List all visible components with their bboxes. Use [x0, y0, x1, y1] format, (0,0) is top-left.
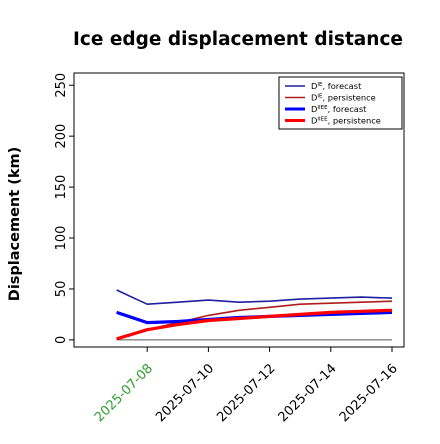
x-tick-label: 2025-07-14: [276, 361, 340, 425]
x-tick-label: 2025-07-16: [337, 361, 401, 425]
legend-label: DIE, forecast: [311, 81, 362, 91]
y-tick-label: 200: [54, 124, 69, 149]
plot-frame: [73, 72, 405, 348]
legend-label: DIE, persistence: [311, 93, 376, 103]
legend-label: DIIEE, persistence: [311, 116, 381, 126]
legend-entry: DIIEE, persistence: [285, 116, 381, 126]
x-tick-label: 2025-07-10: [153, 361, 217, 425]
chart-title: Ice edge displacement distance: [73, 29, 403, 50]
series-line-4: [116, 308, 393, 341]
plot-area: 0501001502002502025-07-082025-07-102025-…: [54, 72, 405, 425]
legend-entry: DIE, persistence: [285, 93, 376, 103]
y-tick-label: 250: [54, 73, 69, 98]
y-tick-label: 50: [54, 281, 69, 298]
x-tick-label: 2025-07-12: [214, 361, 278, 425]
x-tick-label: 2025-07-08: [92, 361, 156, 425]
legend-entry: DIIEE, forecast: [285, 104, 367, 114]
y-tick-label: 150: [54, 175, 69, 200]
y-axis-label: Displacement (km): [7, 147, 23, 301]
y-tick-label: 0: [54, 336, 69, 344]
y-tick-label: 100: [54, 226, 69, 251]
series-line-2: [116, 300, 393, 340]
legend-entry: DIE, forecast: [285, 81, 362, 91]
legend-label: DIIEE, forecast: [311, 104, 367, 114]
series-line-1: [116, 289, 393, 306]
